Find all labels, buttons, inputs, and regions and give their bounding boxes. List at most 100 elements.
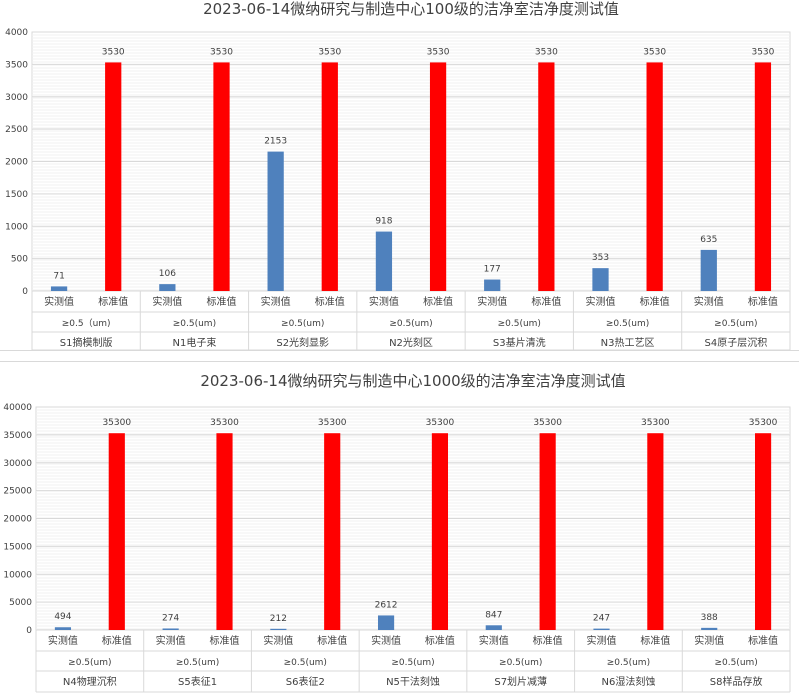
particle-size-label: ≥0.5(um) <box>281 319 324 329</box>
category-label-actual: 实测值 <box>587 634 617 647</box>
y-tick-label: 1500 <box>5 190 28 200</box>
category-label-standard: 标准值 <box>425 634 455 647</box>
bar-standard <box>538 62 555 292</box>
chart-title: 2023-06-14微纳研究与制造中心1000级的洁净室洁净度测试值 <box>200 372 625 390</box>
location-label: N3热工艺区 <box>601 336 655 349</box>
bar-actual <box>485 625 502 630</box>
location-label: N4物理沉积 <box>63 675 117 688</box>
location-label: S3基片清洗 <box>493 336 546 349</box>
data-label-standard: 3530 <box>102 47 125 57</box>
bar-standard <box>754 433 772 630</box>
y-tick-label: 20000 <box>3 515 32 525</box>
data-label-actual: 71 <box>53 271 64 281</box>
chart-panel-class1000: 2023-06-14微纳研究与制造中心1000级的洁净室洁净度测试值 0 5000 1… <box>0 362 799 695</box>
category-label-actual: 实测值 <box>477 295 507 308</box>
panel-divider <box>0 350 799 362</box>
chart-panel-class100: 2023-06-14微纳研究与制造中心100级的洁净室洁净度测试值 0 500 100… <box>5 0 791 350</box>
bar-standard <box>646 62 663 292</box>
bar-actual <box>701 627 718 630</box>
category-label-actual: 实测值 <box>369 295 399 308</box>
particle-size-label: ≥0.5(um) <box>607 658 650 668</box>
particle-size-label: ≥0.5(um) <box>284 658 327 668</box>
category-label-standard: 标准值 <box>640 634 670 647</box>
location-label: N2光刻区 <box>389 336 433 349</box>
category-label-standard: 标准值 <box>210 634 240 647</box>
location-label: S1摘模制版 <box>60 336 113 349</box>
bar-actual <box>267 151 284 291</box>
data-label-actual: 2612 <box>375 600 398 610</box>
particle-size-label: ≥0.5(um) <box>498 319 541 329</box>
bar-actual <box>375 231 393 291</box>
location-label: N6湿法刻蚀 <box>602 675 656 688</box>
data-label-actual: 2153 <box>264 137 287 147</box>
data-label-standard: 3530 <box>210 47 233 57</box>
particle-size-label: ≥0.5(um) <box>499 658 542 668</box>
bar-standard <box>429 62 447 292</box>
bar-standard <box>324 433 341 630</box>
particle-size-label: ≥0.5(um) <box>391 658 434 668</box>
bar-standard <box>539 433 556 630</box>
data-label-standard: 35300 <box>426 418 455 428</box>
data-label-actual: 212 <box>270 614 287 624</box>
particle-size-label: ≥0.5(um) <box>714 658 757 668</box>
bar-standard <box>108 433 125 630</box>
bar-actual <box>484 279 501 291</box>
particle-size-label: ≥0.5(um) <box>714 319 757 329</box>
data-label-standard: 35300 <box>641 418 670 428</box>
location-label: S4原子层沉积 <box>704 336 767 349</box>
data-label-actual: 274 <box>162 613 179 623</box>
y-tick-label: 2000 <box>5 158 28 168</box>
y-tick-label: 4000 <box>5 28 28 38</box>
bar-actual <box>50 286 68 291</box>
bar-standard <box>647 433 664 630</box>
category-label-actual: 实测值 <box>694 295 724 308</box>
location-label: S5表征1 <box>178 675 217 688</box>
y-tick-label: 3000 <box>5 93 28 103</box>
chart-class100: 2023-06-14微纳研究与制造中心100级的洁净室洁净度测试值 0 500 100… <box>5 0 791 350</box>
data-label-standard: 3530 <box>751 47 774 57</box>
bar-standard <box>105 62 122 292</box>
category-label-actual: 实测值 <box>263 634 293 647</box>
data-label-actual: 388 <box>701 613 718 623</box>
particle-size-label: ≥0.5(um) <box>173 319 216 329</box>
particle-size-label: ≥0.5(um) <box>68 658 111 668</box>
category-label-actual: 实测值 <box>261 295 291 308</box>
category-label-standard: 标准值 <box>207 295 237 308</box>
data-label-standard: 35300 <box>749 418 778 428</box>
y-tick-label: 15000 <box>3 542 32 552</box>
bar-actual <box>54 627 72 630</box>
data-label-standard: 35300 <box>533 418 562 428</box>
bar-actual <box>162 628 179 630</box>
category-label-standard: 标准值 <box>315 295 345 308</box>
y-tick-label: 0 <box>22 287 28 297</box>
data-label-standard: 3530 <box>643 47 666 57</box>
data-label-actual: 847 <box>485 610 502 620</box>
bar-actual <box>592 268 609 291</box>
bar-actual <box>377 615 395 630</box>
y-tick-label: 2500 <box>5 125 28 135</box>
particle-size-label: ≥0.5(um) <box>606 319 649 329</box>
bar-actual <box>700 249 717 291</box>
y-tick-label: 10000 <box>3 570 32 580</box>
category-label-actual: 实测值 <box>586 295 616 308</box>
data-label-standard: 35300 <box>210 418 239 428</box>
category-label-actual: 实测值 <box>371 634 401 647</box>
bar-standard <box>216 433 233 630</box>
bar-standard <box>213 62 230 292</box>
y-tick-label: 500 <box>11 255 28 265</box>
category-label-actual: 实测值 <box>156 634 186 647</box>
category-label-actual: 实测值 <box>44 295 74 308</box>
category-label-actual: 实测值 <box>694 634 724 647</box>
bar-standard <box>321 62 338 292</box>
location-label: N1电子束 <box>173 336 217 349</box>
data-label-standard: 3530 <box>427 47 450 57</box>
data-label-standard: 3530 <box>318 47 341 57</box>
category-label-actual: 实测值 <box>479 634 509 647</box>
location-label: S8样品存放 <box>710 675 763 688</box>
bar-actual <box>270 628 287 630</box>
category-label-standard: 标准值 <box>102 634 132 647</box>
bar-standard <box>431 433 449 630</box>
particle-size-label: ≥0.5(um) <box>176 658 219 668</box>
category-label-standard: 标准值 <box>531 295 561 308</box>
category-label-standard: 标准值 <box>640 295 670 308</box>
